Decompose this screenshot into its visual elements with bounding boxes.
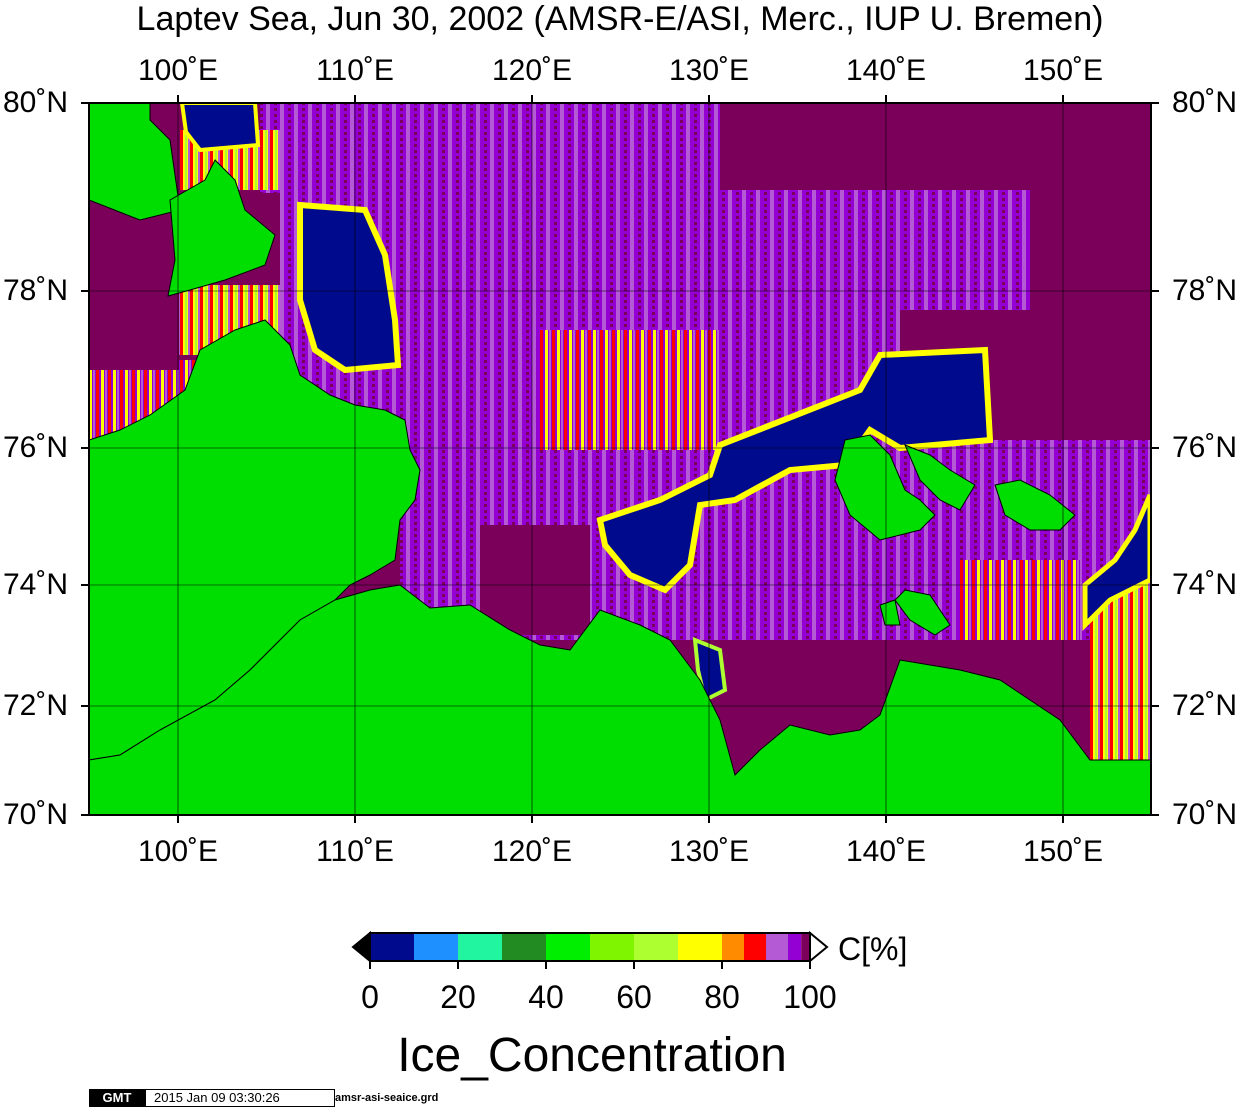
land-lyakhovsky-island [879,599,901,626]
mixed-ice-zone-east [710,190,1030,310]
warm-band-east [960,560,1080,640]
colorbar-label-80: 80 [704,979,740,1015]
colorbar [351,930,829,969]
colorbar-bin-10 [766,933,788,961]
colorbar-label-0: 0 [361,979,379,1015]
lat-tick-left-72: 72˚N [2,689,68,722]
lon-tick-top-130: 130˚E [668,54,750,87]
colorbar-label-20: 20 [440,979,476,1015]
landmass [89,103,1151,815]
lat-tick-left-80: 80˚N [2,86,68,119]
polynya-northwest [179,103,261,153]
colorbar-bin-6 [634,933,678,961]
warm-band-central [540,330,720,450]
polynya-east [1082,494,1151,632]
lat-tick-left-76: 76˚N [2,431,68,464]
colorbar-under-arrow [351,930,371,964]
land-bolshevik-island [167,159,276,297]
polynya-central [596,346,994,594]
colorbar-label-60: 60 [616,979,652,1015]
lat-tick-right-74: 74˚N [1172,568,1238,601]
map-title: Laptev Sea, Jun 30, 2002 (AMSR-E/ASI, Me… [136,0,1104,38]
lon-tick-top-140: 140˚E [845,54,927,87]
lat-tick-left-78: 78˚N [2,274,68,307]
lat-tick-right-76: 76˚N [1172,431,1238,464]
lon-tick-top-100: 100˚E [137,54,219,87]
colorbar-bin-0 [370,933,414,961]
colorbar-unit-label: C[%] [838,931,908,967]
grid-filename: amsr-asi-seaice.grd [335,1092,439,1104]
colorbar-frame [369,932,811,962]
ice-concentration-field [89,103,1151,815]
polynya-north [297,201,402,374]
lat-tick-right-70: 70˚N [1172,798,1238,831]
variable-name: Ice_Concentration [397,1029,787,1082]
land-siberian-coast [89,584,1151,815]
colorbar-bin-12 [801,933,810,961]
graticule [89,103,1151,815]
colorbar-bin-1 [414,933,458,961]
lon-tick-bottom-130: 130˚E [668,835,750,868]
land-new-siberia-island [994,479,1076,531]
frame-ticks [81,95,1159,823]
lat-tick-left-74: 74˚N [2,568,68,601]
lon-tick-top-120: 120˚E [491,54,573,87]
lon-tick-bottom-110: 110˚E [316,835,394,868]
lat-tick-right-72: 72˚N [1172,689,1238,722]
lon-tick-bottom-120: 120˚E [491,835,573,868]
gmt-logo: GMT [89,1089,145,1107]
colorbar-bin-11 [788,933,802,961]
colorbar-bin-8 [722,933,744,961]
colorbar-bin-4 [546,933,590,961]
land-severnaya-zemlya [89,103,181,221]
land-bunge-land [904,444,976,511]
lat-tick-left-70: 70˚N [2,798,68,831]
lon-tick-top-150: 150˚E [1022,54,1104,87]
high-ice-pocket-south [480,525,590,635]
map-frame [88,102,1152,816]
land-kotelny-island [834,434,936,541]
colorbar-label-40: 40 [528,979,564,1015]
colorbar-over-arrow [809,930,829,964]
colorbar-label-100: 100 [783,979,837,1015]
lon-tick-bottom-140: 140˚E [845,835,927,868]
mixed-ice-zone-north [260,103,720,193]
timestamp: 2015 Jan 09 03:30:26 [145,1089,335,1107]
lat-tick-right-78: 78˚N [1172,274,1238,307]
lon-tick-bottom-150: 150˚E [1022,835,1104,868]
colorbar-bin-2 [458,933,502,961]
lon-tick-bottom-100: 100˚E [137,835,219,868]
colorbar-bins [370,933,810,961]
colorbar-bin-7 [678,933,722,961]
high-ice-pocket-northwest [89,200,179,370]
colorbar-bin-9 [744,933,766,961]
colorbar-bin-3 [502,933,546,961]
lat-tick-right-80: 80˚N [1172,86,1238,119]
lon-tick-top-110: 110˚E [316,54,394,87]
colorbar-bin-5 [590,933,634,961]
colorbar-ticks [369,961,811,969]
